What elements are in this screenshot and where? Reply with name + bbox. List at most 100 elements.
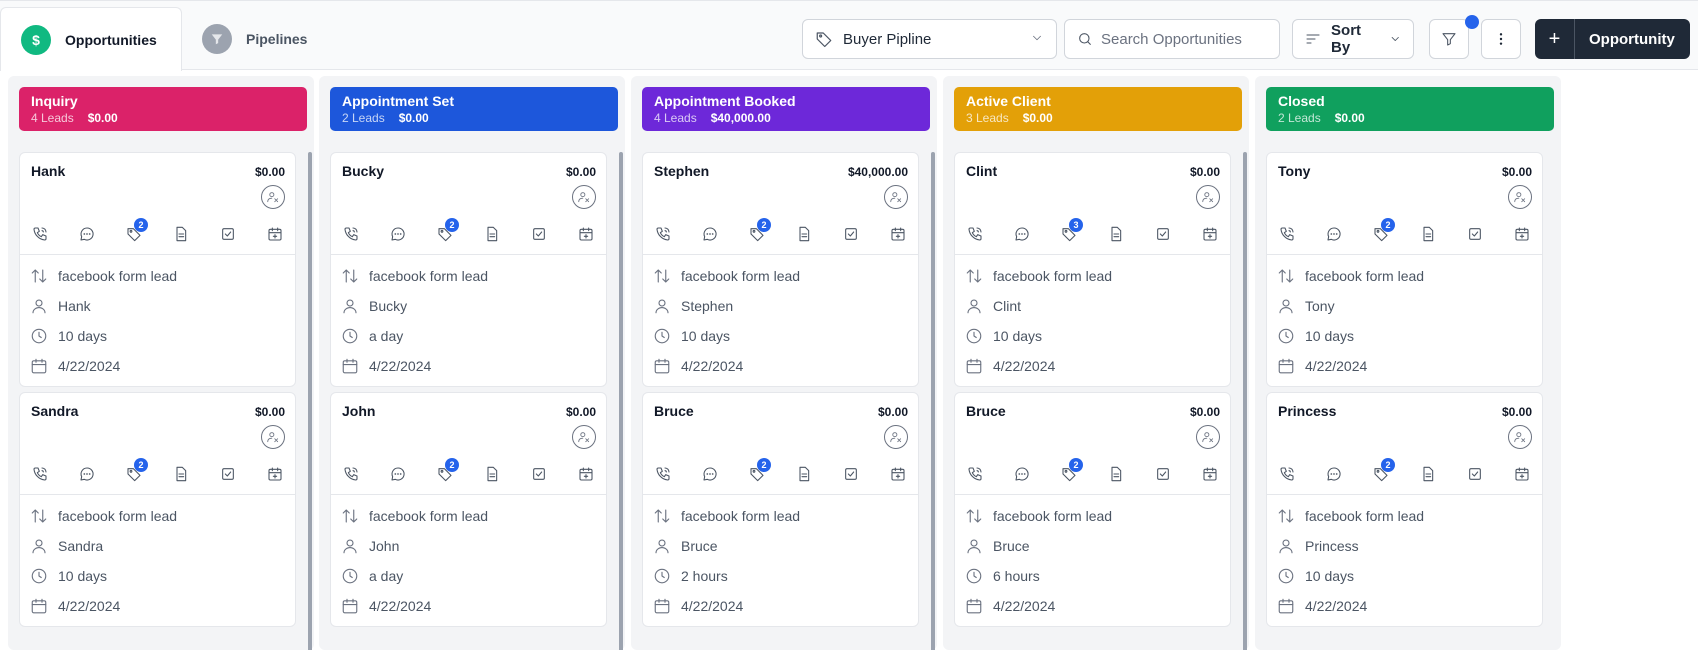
appointment-icon[interactable] xyxy=(265,224,285,244)
date-row: 4/22/2024 xyxy=(653,355,743,377)
tag-icon[interactable]: 2 xyxy=(124,458,148,484)
tag-icon[interactable]: 2 xyxy=(435,458,459,484)
assign-user-icon[interactable] xyxy=(572,425,596,449)
message-icon[interactable] xyxy=(700,464,720,484)
call-icon[interactable] xyxy=(1277,224,1297,244)
opportunity-card[interactable]: Sandra $0.00 2 xyxy=(19,392,296,627)
task-icon[interactable] xyxy=(218,224,238,244)
opportunity-card[interactable]: John $0.00 2 xyxy=(330,392,607,627)
appointment-icon[interactable] xyxy=(888,464,908,484)
opportunity-card[interactable]: Clint $0.00 3 xyxy=(954,152,1231,387)
assign-user-icon[interactable] xyxy=(1508,185,1532,209)
note-icon[interactable] xyxy=(171,224,191,244)
column-scrollbar[interactable] xyxy=(619,152,623,650)
column-header[interactable]: Inquiry 4 Leads $0.00 xyxy=(19,87,307,131)
assign-user-icon[interactable] xyxy=(1508,425,1532,449)
note-icon[interactable] xyxy=(1418,224,1438,244)
opportunity-card[interactable]: Bruce $0.00 2 xyxy=(954,392,1231,627)
opportunity-card[interactable]: Princess $0.00 2 xyxy=(1266,392,1543,627)
tag-icon[interactable]: 2 xyxy=(1371,218,1395,244)
column-header[interactable]: Active Client 3 Leads $0.00 xyxy=(954,87,1242,131)
message-icon[interactable] xyxy=(1324,224,1344,244)
column-header[interactable]: Appointment Booked 4 Leads $40,000.00 xyxy=(642,87,930,131)
column-scrollbar[interactable] xyxy=(931,152,935,650)
call-icon[interactable] xyxy=(653,224,673,244)
message-icon[interactable] xyxy=(77,464,97,484)
call-icon[interactable] xyxy=(1277,464,1297,484)
tag-icon[interactable]: 2 xyxy=(1371,458,1395,484)
task-icon[interactable] xyxy=(1153,464,1173,484)
note-icon[interactable] xyxy=(482,464,502,484)
call-icon[interactable] xyxy=(30,224,50,244)
tag-icon[interactable]: 2 xyxy=(747,218,771,244)
column-scrollbar[interactable] xyxy=(308,152,312,650)
pipeline-select[interactable]: Buyer Pipline xyxy=(802,19,1057,59)
call-icon[interactable] xyxy=(965,464,985,484)
assign-user-icon[interactable] xyxy=(884,185,908,209)
task-icon[interactable] xyxy=(218,464,238,484)
assign-user-icon[interactable] xyxy=(884,425,908,449)
tag-icon[interactable]: 2 xyxy=(435,218,459,244)
tag-icon[interactable]: 2 xyxy=(1059,458,1083,484)
note-icon[interactable] xyxy=(171,464,191,484)
assign-user-icon[interactable] xyxy=(261,185,285,209)
card-actions: 2 xyxy=(30,218,285,245)
opportunity-card[interactable]: Bucky $0.00 2 xyxy=(330,152,607,387)
message-icon[interactable] xyxy=(1012,224,1032,244)
appointment-icon[interactable] xyxy=(1512,464,1532,484)
tab-opportunities[interactable]: $ Opportunities xyxy=(0,7,182,71)
note-icon[interactable] xyxy=(794,224,814,244)
message-icon[interactable] xyxy=(388,464,408,484)
appointment-icon[interactable] xyxy=(1200,464,1220,484)
tag-icon[interactable]: 2 xyxy=(124,218,148,244)
search-input[interactable] xyxy=(1101,30,1261,48)
call-icon[interactable] xyxy=(341,224,361,244)
message-icon[interactable] xyxy=(77,224,97,244)
task-icon[interactable] xyxy=(841,224,861,244)
assign-user-icon[interactable] xyxy=(1196,185,1220,209)
opportunity-card[interactable]: Bruce $0.00 2 xyxy=(642,392,919,627)
assign-user-icon[interactable] xyxy=(261,425,285,449)
call-icon[interactable] xyxy=(965,224,985,244)
task-icon[interactable] xyxy=(1465,464,1485,484)
message-icon[interactable] xyxy=(388,224,408,244)
opportunity-card[interactable]: Hank $0.00 2 xyxy=(19,152,296,387)
note-icon[interactable] xyxy=(1106,464,1126,484)
column-header[interactable]: Appointment Set 2 Leads $0.00 xyxy=(330,87,618,131)
more-options-button[interactable] xyxy=(1481,19,1521,59)
note-icon[interactable] xyxy=(1106,224,1126,244)
appointment-icon[interactable] xyxy=(576,224,596,244)
appointment-icon[interactable] xyxy=(576,464,596,484)
task-icon[interactable] xyxy=(1153,224,1173,244)
sort-by-button[interactable]: Sort By xyxy=(1292,19,1414,59)
column-scrollbar[interactable] xyxy=(1243,152,1247,650)
assign-user-icon[interactable] xyxy=(1196,425,1220,449)
note-icon[interactable] xyxy=(1418,464,1438,484)
message-icon[interactable] xyxy=(700,224,720,244)
message-icon[interactable] xyxy=(1012,464,1032,484)
source-label: facebook form lead xyxy=(369,268,489,284)
task-icon[interactable] xyxy=(1465,224,1485,244)
note-icon[interactable] xyxy=(794,464,814,484)
assign-user-icon[interactable] xyxy=(572,185,596,209)
task-icon[interactable] xyxy=(841,464,861,484)
tab-pipelines[interactable]: Pipelines xyxy=(182,7,332,71)
note-icon[interactable] xyxy=(482,224,502,244)
call-icon[interactable] xyxy=(653,464,673,484)
filter-button[interactable] xyxy=(1429,19,1469,59)
call-icon[interactable] xyxy=(341,464,361,484)
column-header[interactable]: Closed 2 Leads $0.00 xyxy=(1266,87,1554,131)
appointment-icon[interactable] xyxy=(888,224,908,244)
message-icon[interactable] xyxy=(1324,464,1344,484)
opportunity-card[interactable]: Tony $0.00 2 xyxy=(1266,152,1543,387)
appointment-icon[interactable] xyxy=(1512,224,1532,244)
appointment-icon[interactable] xyxy=(265,464,285,484)
tag-icon[interactable]: 3 xyxy=(1059,218,1083,244)
call-icon[interactable] xyxy=(30,464,50,484)
opportunity-card[interactable]: Stephen $40,000.00 2 xyxy=(642,152,919,387)
appointment-icon[interactable] xyxy=(1200,224,1220,244)
add-opportunity-button[interactable]: + Opportunity xyxy=(1535,19,1690,59)
task-icon[interactable] xyxy=(529,224,549,244)
tag-icon[interactable]: 2 xyxy=(747,458,771,484)
task-icon[interactable] xyxy=(529,464,549,484)
